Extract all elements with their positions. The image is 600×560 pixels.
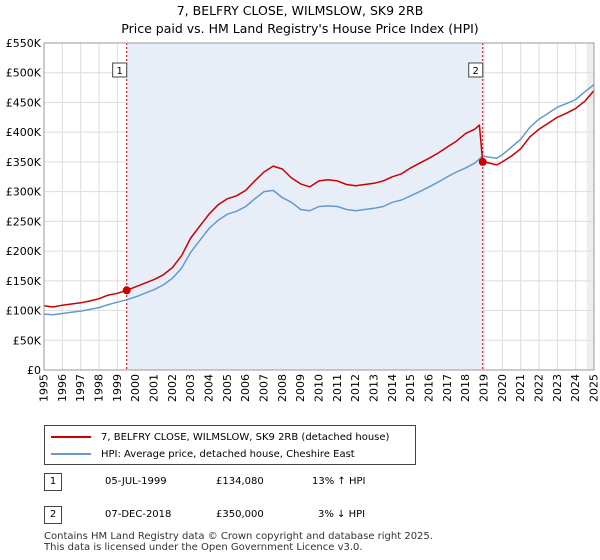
x-tick-label: 2000 — [129, 374, 142, 402]
x-tick-label: 2001 — [148, 374, 161, 402]
x-tick-label: 2022 — [533, 374, 546, 402]
x-tick-label: 2011 — [331, 374, 344, 402]
ownership-shade — [126, 43, 483, 370]
y-tick-label: £100K — [6, 305, 42, 318]
sale-price-1: £134,080 — [216, 476, 264, 487]
x-tick-label: 2014 — [386, 374, 399, 402]
sale-points — [122, 157, 487, 295]
x-tick-label: 2021 — [514, 374, 527, 402]
sale-row-2: 2 07-DEC-2018 £350,000 3% ↓ HPI — [44, 506, 444, 526]
sale-date-1: 05-JUL-1999 — [105, 476, 167, 487]
sale-badge-2: 2 — [44, 506, 62, 524]
y-tick-label: £150K — [6, 275, 42, 288]
legend-swatch-hpi — [51, 453, 91, 455]
x-tick-label: 2003 — [184, 374, 197, 402]
footer-licence: This data is licensed under the Open Gov… — [44, 542, 363, 553]
hpi-line — [43, 84, 595, 316]
x-tick-label: 1999 — [111, 374, 124, 402]
sale-marker-lines — [126, 43, 484, 370]
sale-date-2: 07-DEC-2018 — [105, 509, 172, 520]
x-tick-labels: 1995 1996 1997 1998 1999 2000 2001 2002 2003 2004… — [38, 374, 600, 402]
x-tick-label: 2023 — [551, 374, 564, 402]
chart-title: 7, BELFRY CLOSE, WILMSLOW, SK9 2RB — [176, 3, 424, 18]
x-tick-label: 2017 — [441, 374, 454, 402]
sale-badge-1: 1 — [44, 473, 62, 491]
x-tick-label: 2010 — [313, 374, 326, 402]
y-tick-labels: £0 £50K £100K £150K £200K £250K £300K £350K £400… — [6, 37, 42, 377]
sale-hpi-2: 3% ↓ HPI — [318, 509, 366, 520]
property-line — [43, 90, 595, 308]
x-tick-label: 2019 — [478, 374, 491, 402]
sale-badge-label-1: 1 — [116, 66, 122, 77]
forecast-shade — [586, 43, 594, 370]
x-tick-label: 2024 — [569, 374, 582, 402]
price-chart: £0 £50K £100K £150K £200K £250K £300K £350K £400… — [6, 37, 600, 402]
legend-label-hpi: HPI: Average price, detached house, Ches… — [101, 448, 355, 460]
legend-swatch-property — [51, 436, 91, 438]
sale-price-2: £350,000 — [216, 509, 264, 520]
sale-point-1 — [122, 286, 131, 295]
sale-badge-box-1 — [112, 62, 128, 78]
x-tick-label: 1998 — [93, 374, 106, 402]
legend-label-property: 7, BELFRY CLOSE, WILMSLOW, SK9 2RB (deta… — [101, 431, 390, 443]
x-tick-label: 2008 — [276, 374, 289, 402]
y-tick-label: £0 — [27, 364, 41, 377]
chart-subtitle: Price paid vs. HM Land Registry's House … — [121, 21, 479, 36]
x-tick-label: 1997 — [74, 374, 87, 402]
plot-frame — [43, 42, 595, 371]
y-tick-label: £250K — [6, 215, 42, 228]
x-tick-label: 2009 — [294, 374, 307, 402]
x-tick-label: 2002 — [166, 374, 179, 402]
sale-point-2 — [478, 157, 487, 166]
axes — [43, 42, 595, 371]
sale-hpi-1: 13% ↑ HPI — [312, 476, 366, 487]
sale-badge-box-2 — [468, 62, 484, 78]
future-shade — [126, 43, 594, 370]
x-tick-label: 2013 — [368, 374, 381, 402]
x-tick-label: 2006 — [239, 374, 252, 402]
x-tick-label: 2020 — [496, 374, 509, 402]
x-tick-label: 2025 — [588, 374, 600, 402]
x-tick-label: 2007 — [258, 374, 271, 402]
legend-item-property: 7, BELFRY CLOSE, WILMSLOW, SK9 2RB (deta… — [51, 430, 389, 444]
x-tick-label: 2005 — [221, 374, 234, 402]
x-tick-label: 2018 — [459, 374, 472, 402]
sale-row-1: 1 05-JUL-1999 £134,080 13% ↑ HPI — [44, 473, 444, 493]
y-tick-label: £300K — [6, 186, 42, 199]
legend: 7, BELFRY CLOSE, WILMSLOW, SK9 2RB (deta… — [44, 425, 416, 465]
sale-badge-label-2: 2 — [473, 66, 479, 77]
x-tick-label: 1995 — [38, 374, 51, 402]
x-tick-label: 2016 — [423, 374, 436, 402]
y-tick-label: £350K — [6, 156, 42, 169]
y-tick-label: £400K — [6, 126, 42, 139]
footer-copyright: Contains HM Land Registry data © Crown c… — [44, 531, 433, 542]
legend-item-hpi: HPI: Average price, detached house, Ches… — [51, 447, 355, 461]
y-tick-label: £550K — [6, 37, 42, 50]
series-lines — [43, 84, 595, 316]
y-tick-label: £450K — [6, 96, 42, 109]
x-tick-label: 2012 — [349, 374, 362, 402]
footer: Contains HM Land Registry data © Crown c… — [44, 531, 594, 553]
x-tick-label: 2015 — [404, 374, 417, 402]
y-tick-label: £500K — [6, 67, 42, 80]
y-tick-label: £200K — [6, 245, 42, 258]
x-tick-label: 1996 — [56, 374, 69, 402]
y-tick-label: £50K — [13, 334, 42, 347]
x-tick-label: 2004 — [203, 374, 216, 402]
